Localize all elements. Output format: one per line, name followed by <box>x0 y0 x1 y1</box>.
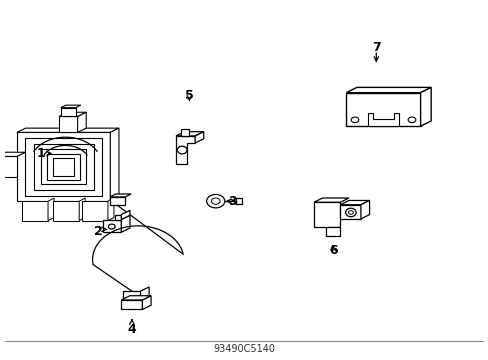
Polygon shape <box>340 201 369 205</box>
Polygon shape <box>61 108 76 117</box>
Polygon shape <box>121 296 151 300</box>
Polygon shape <box>81 201 108 221</box>
Text: 6: 6 <box>328 244 337 257</box>
Polygon shape <box>53 158 74 176</box>
Polygon shape <box>140 287 149 300</box>
Polygon shape <box>25 138 102 195</box>
Polygon shape <box>121 300 142 310</box>
Polygon shape <box>176 136 195 164</box>
Polygon shape <box>313 202 340 227</box>
Polygon shape <box>17 128 119 132</box>
Polygon shape <box>360 201 369 219</box>
Polygon shape <box>0 152 25 157</box>
Text: 5: 5 <box>184 89 193 102</box>
Polygon shape <box>420 87 430 126</box>
Polygon shape <box>0 157 17 177</box>
Polygon shape <box>108 198 114 221</box>
Text: 1: 1 <box>37 147 45 160</box>
Polygon shape <box>325 227 340 237</box>
Polygon shape <box>181 129 189 136</box>
Polygon shape <box>110 128 119 201</box>
Polygon shape <box>47 154 80 180</box>
Text: 4: 4 <box>127 323 136 337</box>
Polygon shape <box>346 93 420 126</box>
Polygon shape <box>34 144 93 190</box>
Polygon shape <box>78 112 86 132</box>
Polygon shape <box>367 113 398 126</box>
Polygon shape <box>121 210 130 220</box>
Polygon shape <box>61 105 81 108</box>
Polygon shape <box>48 198 54 221</box>
Polygon shape <box>53 201 79 221</box>
Text: 2: 2 <box>94 225 102 238</box>
Polygon shape <box>103 220 121 232</box>
Ellipse shape <box>177 146 186 154</box>
Ellipse shape <box>407 117 415 123</box>
Text: 7: 7 <box>371 41 380 54</box>
Polygon shape <box>313 198 348 202</box>
Polygon shape <box>123 291 140 300</box>
Polygon shape <box>21 201 48 221</box>
Ellipse shape <box>206 194 224 208</box>
Polygon shape <box>59 117 78 132</box>
Polygon shape <box>59 112 86 117</box>
Ellipse shape <box>108 224 115 229</box>
Polygon shape <box>121 215 130 232</box>
Ellipse shape <box>345 208 355 217</box>
Text: 3: 3 <box>228 195 236 208</box>
Polygon shape <box>110 194 131 197</box>
Polygon shape <box>110 197 125 206</box>
Polygon shape <box>346 87 430 93</box>
Polygon shape <box>142 296 151 310</box>
Polygon shape <box>41 149 86 184</box>
Polygon shape <box>176 132 203 136</box>
Polygon shape <box>340 205 360 219</box>
Polygon shape <box>17 132 110 201</box>
Polygon shape <box>195 132 203 143</box>
Polygon shape <box>79 198 85 221</box>
Ellipse shape <box>350 117 358 123</box>
Polygon shape <box>115 215 121 220</box>
Text: 93490C5140: 93490C5140 <box>213 344 275 354</box>
